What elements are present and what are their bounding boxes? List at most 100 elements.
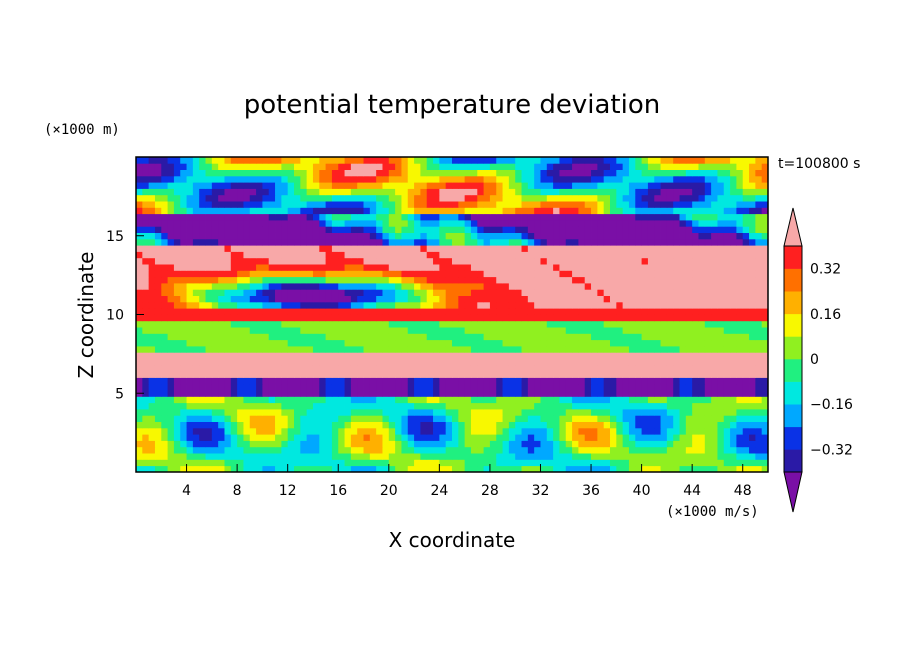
contour-cell (546, 409, 554, 416)
contour-cell (521, 446, 529, 454)
contour-cell (584, 327, 592, 334)
contour-cell (559, 169, 567, 177)
contour-cell (610, 427, 617, 435)
contour-cell (685, 270, 693, 278)
contour-cell (287, 333, 295, 341)
contour-cell (136, 339, 143, 347)
contour-cell (199, 459, 206, 467)
contour-cell (426, 276, 434, 284)
contour-cell (268, 169, 276, 177)
contour-cell (230, 163, 238, 170)
contour-cell (527, 352, 535, 359)
contour-cell (597, 251, 605, 259)
contour-cell (477, 396, 484, 404)
contour-cell (692, 245, 699, 252)
contour-cell (180, 409, 187, 416)
contour-cell (755, 320, 763, 328)
contour-cell (401, 188, 409, 196)
contour-cell (192, 283, 200, 290)
contour-cell (357, 327, 364, 334)
contour-cell (616, 238, 624, 246)
contour-cell (426, 396, 434, 404)
contour-cell (597, 157, 605, 164)
contour-cell (142, 182, 150, 189)
contour-cell (540, 207, 548, 215)
contour-cell (395, 201, 402, 208)
contour-cell (666, 245, 674, 252)
contour-cell (742, 440, 750, 448)
contour-cell (142, 371, 150, 378)
contour-cell (654, 415, 661, 422)
contour-cell (553, 377, 560, 385)
contour-cell (736, 314, 744, 322)
contour-cell (388, 157, 396, 164)
contour-cell (515, 364, 522, 372)
contour-cell (749, 459, 756, 467)
contour-cell (730, 308, 737, 315)
contour-cell (572, 264, 579, 271)
contour-cell (338, 182, 345, 189)
contour-cell (180, 383, 187, 391)
contour-cell (186, 169, 194, 177)
contour-cell (180, 157, 187, 164)
contour-cell (218, 201, 225, 208)
contour-cell (755, 270, 763, 278)
contour-cell (319, 251, 326, 259)
contour-cell (553, 409, 560, 416)
contour-cell (331, 358, 339, 366)
contour-cell (704, 194, 712, 202)
contour-cell (458, 157, 466, 164)
contour-cell (616, 213, 624, 221)
contour-cell (287, 427, 295, 435)
contour-cell (230, 396, 238, 404)
contour-cell (161, 427, 168, 435)
contour-cell (344, 245, 352, 252)
contour-cell (591, 427, 598, 435)
contour-cell (312, 396, 320, 404)
contour-cell (445, 377, 453, 385)
contour-cell (761, 220, 769, 227)
contour-cell (287, 270, 295, 278)
contour-cell (401, 169, 409, 177)
contour-cell (610, 396, 617, 404)
contour-cell (142, 390, 150, 397)
contour-cell (338, 371, 345, 378)
contour-cell (154, 276, 162, 284)
contour-cell (161, 409, 168, 416)
contour-cell (192, 327, 200, 334)
contour-cell (186, 415, 194, 422)
contour-cell (616, 220, 624, 227)
contour-cell (161, 352, 168, 359)
contour-cell (243, 421, 251, 429)
contour-cell (363, 301, 371, 309)
contour-cell (572, 207, 579, 215)
contour-cell (401, 283, 409, 290)
contour-cell (603, 245, 611, 252)
contour-cell (515, 308, 522, 315)
contour-cell (742, 346, 750, 353)
contour-cell (218, 220, 225, 227)
contour-cell (300, 465, 308, 473)
contour-cell (736, 446, 744, 454)
contour-cell (154, 157, 162, 164)
contour-cell (496, 339, 503, 347)
contour-cell (673, 220, 680, 227)
contour-cell (477, 157, 484, 164)
contour-cell (647, 409, 655, 416)
contour-cell (401, 390, 409, 397)
contour-cell (496, 402, 503, 410)
contour-cell (666, 194, 674, 202)
contour-cell (414, 283, 421, 290)
contour-cell (186, 453, 194, 460)
contour-cell (635, 169, 642, 177)
contour-cell (369, 194, 377, 202)
contour-cell (414, 264, 421, 271)
contour-cell (382, 352, 390, 359)
contour-cell (148, 446, 156, 454)
contour-cell (711, 459, 718, 467)
contour-cell (477, 251, 484, 259)
contour-cell (268, 157, 276, 164)
contour-cell (723, 213, 731, 221)
contour-cell (755, 333, 763, 341)
contour-cell (742, 434, 750, 441)
